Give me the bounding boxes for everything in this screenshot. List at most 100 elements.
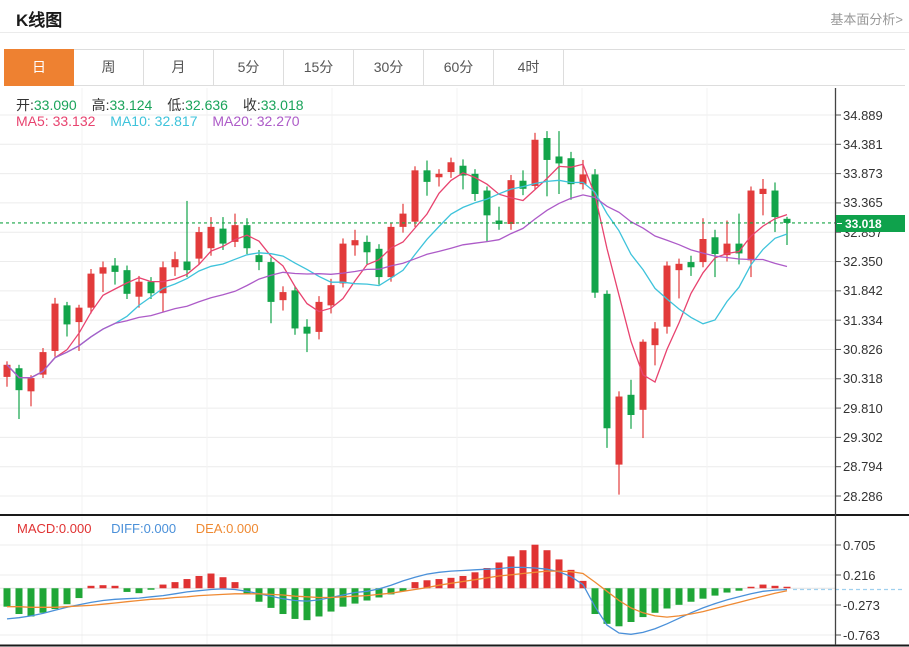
macd-bar [303,588,311,621]
ma20-value: 32.270 [256,113,300,129]
candle-down [255,255,263,263]
high-label: 高: [91,97,110,113]
candle-up [87,273,95,308]
macd-bar [279,588,287,615]
axis-tick-label: 30.826 [843,341,883,357]
candle-down [591,174,599,293]
candle-up [207,226,215,249]
candle-up [387,226,395,278]
candle-up [675,263,683,271]
tab-15min[interactable]: 15分 [284,50,354,85]
candle-down [483,190,491,216]
candle-up [351,240,359,246]
macd-bar [651,588,659,613]
tab-4hour[interactable]: 4时 [494,50,564,85]
candle-down [735,243,743,254]
close-label: 收: [242,97,261,113]
dea-value: 0.000 [226,521,259,536]
ohlc-legend: 开:33.090 高:33.124 低:32.636 收:33.018 [16,95,315,115]
candle-down [183,261,191,271]
macd-bar [711,588,719,596]
macd-bar [639,588,647,618]
candle-down [459,165,467,176]
current-price-value: 33.018 [845,216,882,231]
macd-bar [159,584,167,589]
axis-tick-label: 31.842 [843,283,883,299]
candle-down [603,293,611,429]
axis-tick-label: 31.334 [843,312,883,328]
candle-up [75,307,83,323]
macd-bar [747,586,755,589]
macd-bar [111,585,119,589]
macd-bar [759,584,767,589]
candle-down [63,305,71,325]
candle-up [27,378,35,392]
macd-bar [27,588,35,617]
ma5-label: MA5: [16,113,49,129]
candle-down [243,225,251,249]
tab-5min[interactable]: 5分 [214,50,284,85]
candle-down [303,326,311,334]
dea-label: DEA: [195,521,227,536]
axis-tick-label: 33.873 [843,166,883,182]
candle-up [759,188,767,194]
ma20-line [6,194,788,379]
macd-bar [507,556,515,589]
candle-up [99,267,107,274]
axis-tick-label: 28.286 [843,488,883,504]
tab-30min[interactable]: 30分 [354,50,424,85]
macd-bar [375,588,383,598]
candle-up [507,180,515,224]
candle-up [315,301,323,332]
macd-bar [195,575,203,589]
ma10-line [6,179,788,379]
tab-month[interactable]: 月 [144,50,214,85]
macd-bar [99,585,107,589]
tab-60min[interactable]: 60分 [424,50,494,85]
candle-up [447,162,455,173]
macd-bar [267,588,275,608]
macd-bar [591,588,599,615]
candle-up [3,364,11,377]
tab-week[interactable]: 周 [74,50,144,85]
axis-tick-label: 28.794 [843,459,883,475]
current-price-badge: 33.018 [836,215,905,232]
candle-up [327,285,335,306]
macd-bar [255,588,263,602]
candle-up [279,292,287,301]
candle-down [555,156,563,164]
fundamental-analysis-link[interactable]: 基本面分析> [830,12,903,27]
macd-bar [399,588,407,592]
ma10-label: MA10: [110,113,151,129]
candle-down [363,241,371,253]
diff-line [6,566,788,635]
macd-bar [771,585,779,589]
macd-bar [231,582,239,589]
open-label: 开: [16,97,34,113]
diff-label: DIFF: [111,521,144,536]
macd-bar [519,550,527,589]
axis-tick-label: 0.705 [843,537,876,553]
candle-down [291,290,299,329]
panel-separator [0,514,909,516]
macd-bar [687,588,695,602]
page-title: K线图 [16,11,63,30]
candle-up [195,232,203,259]
axis-tick-label: 29.810 [843,400,883,416]
tab-day[interactable]: 日 [4,49,74,86]
candle-down [783,218,791,223]
macd-bar [207,573,215,589]
macd-bar [699,588,707,599]
macd-bar [75,588,83,599]
macd-bar [435,579,443,589]
macd-bar [183,579,191,589]
candle-down [771,190,779,218]
axis-tick-label: 0.216 [843,567,876,583]
title-divider [0,32,909,33]
ma10-value: 32.817 [154,113,198,129]
ma-legend: MA5: 33.132 MA10: 32.817 MA20: 32.270 [16,113,311,129]
high-value: 33.124 [109,97,153,113]
candle-up [723,243,731,256]
